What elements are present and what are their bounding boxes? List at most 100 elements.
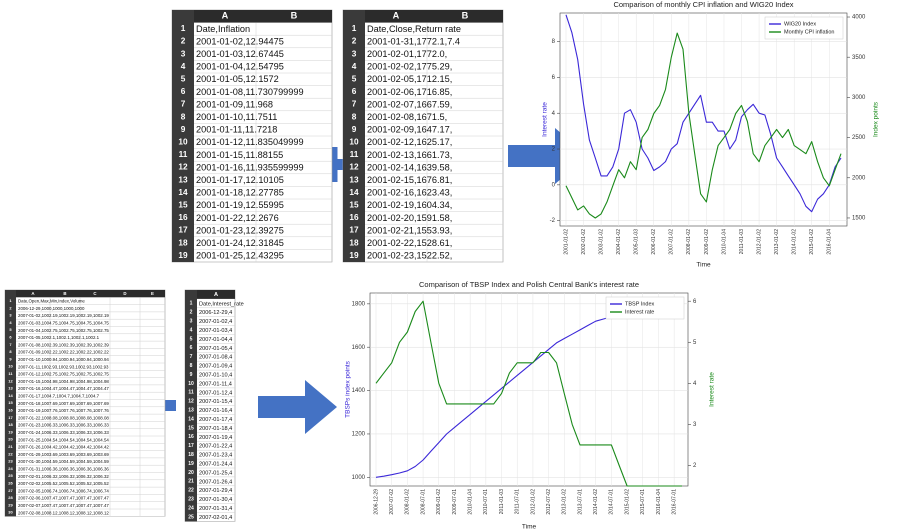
cell-text: 2007-01-09,4 (199, 364, 232, 370)
column-header: B (462, 11, 469, 21)
y-tick-label: 8 (552, 39, 556, 45)
x-tick-label: 2002-01-02 (581, 229, 587, 255)
row-number: 2 (352, 37, 357, 46)
row-number: 18 (178, 238, 188, 247)
x-tick-label: 2010-07-01 (483, 489, 489, 515)
row-number: 17 (349, 226, 359, 235)
row-number: 22 (8, 451, 13, 456)
row-number: 13 (8, 386, 13, 391)
cell-text: 2007-01-10,1000.94,1000.94,1000.94,1000.… (18, 357, 109, 362)
cell-text: 2007-01-10,4 (199, 373, 232, 379)
row-number: 2 (9, 305, 12, 310)
cell-text: 2007-01-15,1004.98,1004.98,1004.98,1004.… (18, 379, 109, 384)
column-header: D (123, 291, 126, 296)
x-tick-label: 2015-07-01 (640, 489, 646, 515)
cell-text: 2007-01-23,4 (199, 453, 232, 459)
row-number: 10 (178, 137, 188, 146)
row-number: 5 (9, 327, 12, 332)
x-axis-label: Time (522, 524, 537, 531)
legend-label: Monthly CPI inflation (784, 29, 834, 35)
cell-text: 2007-01-29,4 (199, 488, 232, 494)
cell-text: 2001-02-16,1623.43, (367, 188, 452, 198)
x-tick-label: 2012-01-02 (530, 489, 536, 515)
row-number: 18 (188, 452, 194, 458)
column-header: A (31, 291, 35, 296)
row-number: 29 (8, 502, 13, 507)
y-tick-label: -2 (550, 218, 556, 224)
row-number: 7 (190, 354, 193, 360)
y2-tick-label: 1500 (852, 216, 866, 222)
row-number: 6 (181, 87, 186, 96)
row-number: 20 (188, 470, 194, 476)
row-number: 7 (9, 342, 12, 347)
sheet-body (4, 289, 166, 517)
row-number: 17 (8, 415, 13, 420)
cell-text: 2001-01-19,12.55995 (196, 200, 284, 210)
row-number: 1 (9, 298, 12, 303)
x-tick-label: 2016-07-01 (671, 489, 677, 515)
x-tick-label: 2015-01-02 (624, 489, 630, 515)
cell-text: 2007-01-15,4 (199, 399, 232, 405)
cell-text: 2007-01-26,1004.42,1004.42,1004.42,1004.… (18, 445, 109, 450)
cell-text: Date,Inflation (196, 24, 250, 34)
cell-text: 2001-01-08,11.730799999 (196, 87, 304, 97)
cell-text: 2001-01-10,11.7511 (196, 112, 277, 122)
x-tick-label: 2014-07-01 (609, 489, 615, 515)
row-number: 1 (352, 24, 357, 33)
cell-text: 2001-02-12,1625.17, (367, 137, 452, 147)
cell-text: 2001-01-05,12.1572 (196, 74, 279, 84)
cell-text: 2001-01-25,12.43295 (196, 251, 284, 261)
row-number: 18 (349, 238, 359, 247)
cell-text: 2007-01-09,1002.22,1002.22,1002.22,1002.… (18, 350, 109, 355)
cell-text: 2007-01-03,4 (199, 328, 232, 334)
row-number: 5 (190, 336, 193, 342)
cell-text: 2001-01-31,1772.1,7.4 (367, 36, 460, 46)
cell-text: 2007-01-24,4 (199, 462, 232, 468)
x-tick-label: 2003-01-02 (598, 229, 604, 255)
cell-text: 2007-02-06,1007.47,1007.47,1007.47,1007.… (18, 496, 109, 501)
y2-tick-label: 4 (693, 381, 697, 387)
row-number: 28 (8, 495, 13, 500)
cell-text: 2007-01-16,1004.47,1004.47,1004.47,1004.… (18, 386, 109, 391)
row-number: 8 (352, 112, 357, 121)
cell-text: 2001-01-04,12.54795 (196, 62, 284, 72)
x-tick-label: 2006-12-29 (373, 489, 379, 515)
row-number: 25 (8, 473, 13, 478)
row-number: 15 (349, 200, 359, 209)
row-number: 10 (349, 137, 359, 146)
cell-text: 2001-02-01,1772.0, (367, 49, 447, 59)
x-tick-label: 2010-01-04 (721, 229, 727, 255)
row-number: 4 (352, 62, 357, 71)
cell-text: 2001-01-22,12.2676 (196, 213, 279, 223)
cell-text: 2007-01-04,1002.75,1002.75,1002.75,1002.… (18, 328, 109, 333)
x-tick-label: 2005-01-03 (634, 229, 640, 255)
row-number: 6 (190, 345, 193, 351)
row-number: 16 (8, 407, 13, 412)
cell-text: 2007-01-23,1006.33,1006.33,1006.33,1006.… (18, 423, 109, 428)
cell-text: 2007-01-05,4 (199, 346, 232, 352)
column-header: C (93, 291, 97, 296)
cell-text: 2001-02-15,1676.81, (367, 175, 452, 185)
cell-text: 2001-02-07,1667.59, (367, 99, 452, 109)
cell-text: 2007-02-07,1007.47,1007.47,1007.47,1007.… (18, 503, 109, 508)
x-tick-label: 2011-07-01 (515, 489, 521, 514)
row-number: 6 (352, 87, 357, 96)
row-number: 16 (178, 213, 188, 222)
cell-text: 2001-01-18,12.27785 (196, 188, 284, 198)
y-axis-label: Interest rate (542, 102, 549, 137)
cell-text: 2001-01-17,12.10105 (196, 175, 284, 185)
row-number: 8 (190, 363, 193, 369)
cell-text: 2007-01-11,1002.93,1002.93,1002.93,1002.… (18, 364, 109, 369)
row-number: 14 (188, 416, 194, 422)
y2-tick-label: 4000 (852, 15, 866, 21)
cell-text: 2007-01-26,4 (199, 479, 232, 485)
row-number: 3 (9, 313, 12, 318)
row-number: 14 (349, 188, 359, 197)
x-tick-label: 2009-07-01 (452, 489, 458, 515)
row-number: 4 (9, 320, 12, 325)
cell-text: 2007-01-17,4 (199, 417, 232, 423)
row-number: 1 (190, 301, 193, 307)
y2-tick-label: 5 (693, 340, 697, 346)
cell-text: 2001-02-23,1522.52, (367, 251, 452, 261)
row-number: 26 (8, 480, 13, 485)
